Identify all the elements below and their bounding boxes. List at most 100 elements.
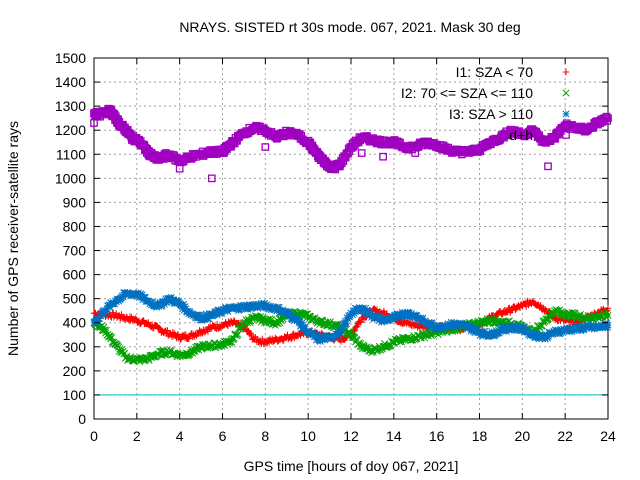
data-point-interp [291,331,299,339]
legend-marker [562,131,570,139]
data-point-interp [261,299,269,308]
legend-label: I3: SZA > 110 [449,106,533,122]
y-tick-label: 1500 [55,50,86,66]
y-tick-label: 200 [63,363,87,379]
y-tick-label: 100 [63,387,87,403]
data-point-interp [573,326,581,334]
y-tick-label: 1100 [56,146,86,162]
x-tick-label: 16 [429,428,445,444]
x-tick-label: 20 [515,428,531,444]
outlier-point [261,143,270,151]
data-point-interp [205,310,214,318]
legend: I1: SZA < 70 I2: 70 <= SZA <= 110 I3: SZA … [401,64,570,143]
axis-layer: 0100200300400500600700800900100011001200… [55,50,616,444]
y-tick-label: 400 [63,315,87,331]
data-point-interp [537,302,544,309]
data-point-interp [171,299,179,307]
data-point-interp [334,331,342,340]
data-point-interp [251,302,259,310]
data-point-interp [366,308,374,316]
data-point-interp [399,336,407,344]
data-layer [90,104,612,366]
x-tick-label: 4 [176,428,184,444]
data-point-interp [495,309,502,316]
legend-label: I1: SZA < 70 [456,64,534,80]
data-point-interp [262,303,270,312]
data-point-interp [311,314,319,322]
x-tick-label: 6 [219,428,227,444]
data-point-interp [377,313,385,321]
data-point-interp [533,330,541,338]
data-point-interp [158,301,166,309]
data-point-interp [179,300,188,308]
outlier-point [544,162,552,171]
data-point-interp [102,307,110,315]
data-point-interp [301,323,309,331]
x-tick-label: 8 [261,428,269,444]
legend-marker [562,110,570,118]
data-point-interp [603,323,611,332]
data-point-interp [507,307,515,314]
data-point-interp [339,323,347,331]
data-point-interp [99,307,107,315]
data-point-interp [199,312,207,320]
data-point-interp [177,336,184,343]
data-point-interp [392,312,400,320]
x-axis-label: GPS time [hours of doy 067, 2021] [244,458,459,474]
data-point-interp [602,321,611,329]
data-point-interp [298,319,306,327]
y-tick-label: 300 [63,339,87,355]
y-tick-label: 500 [63,291,87,307]
series-3 [90,104,612,174]
data-point-interp [444,320,452,328]
data-point-interp [335,329,343,337]
y-axis-label: Number of GPS receiver-satellite rays [5,121,21,356]
data-point-interp [103,305,111,313]
data-point-interp [205,314,213,323]
data-point-interp [426,323,435,331]
data-point-interp [259,304,267,312]
legend-marker [562,89,570,97]
data-point-interp [356,319,364,326]
x-tick-label: 22 [557,428,573,444]
data-point-interp [345,313,354,321]
y-tick-label: 600 [63,267,87,283]
data-point-interp [287,311,295,319]
data-point-interp [374,312,383,320]
data-point-interp [506,323,514,331]
x-tick-label: 24 [600,428,616,444]
data-point-interp [181,303,189,311]
data-point-interp [303,310,311,318]
outlier-point [207,174,216,183]
y-tick-label: 1300 [55,98,86,114]
data-point-interp [436,322,444,330]
data-point-interp [262,340,270,347]
data-point-interp [275,303,283,312]
y-tick-label: 1400 [55,74,86,90]
legend-marker [562,68,570,76]
data-point-interp [246,318,254,327]
data-point-interp [352,324,359,331]
data-point-interp [259,313,267,322]
data-point-interp [140,317,147,324]
data-point-interp [168,333,176,340]
data-point-interp [218,309,226,317]
data-point-interp [288,335,295,342]
data-point-interp [535,335,543,343]
data-point-interp [401,309,409,317]
data-point-interp [517,322,525,330]
data-point-interp [481,327,489,335]
outlier-point [411,149,420,157]
y-tick-label: 700 [63,243,87,259]
outliers [90,119,552,183]
data-point-interp [105,301,113,309]
data-point-interp [495,329,503,337]
chart-title: NRAYS. SISTED rt 30s mode. 067, 2021. Ma… [179,19,520,35]
legend-label: I2: 70 <= SZA <= 110 [401,85,533,101]
data-point-interp [357,318,365,325]
data-point-interp [141,294,149,302]
data-point-interp [300,324,308,332]
y-tick-label: 1200 [55,122,86,138]
data-point-interp [147,301,155,309]
outlier-point [379,152,387,161]
